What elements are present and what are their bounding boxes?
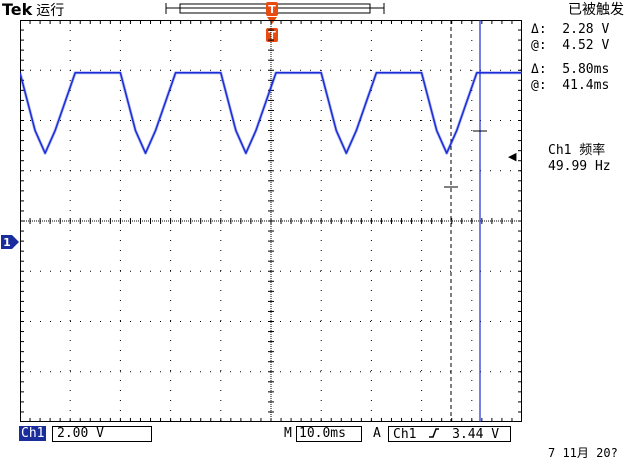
measurement-label: Ch1 频率: [548, 143, 606, 158]
trigger-marker-top-label: T: [268, 3, 276, 16]
channel1-ground-marker[interactable]: 1: [0, 234, 20, 250]
trigger-mode: A: [373, 426, 381, 441]
brand-name: Tek: [2, 0, 33, 19]
trigger-position-marker[interactable]: T T: [264, 0, 282, 44]
time-cursor-position: @: 41.4ms: [531, 78, 610, 93]
acquisition-mode: 运行: [36, 3, 65, 19]
channel1-badge[interactable]: Ch1: [19, 426, 47, 441]
brand-logo: Tek 运行: [2, 0, 64, 21]
time-cursor-delta: Δ: 5.80ms: [531, 62, 610, 77]
waveform-trace: [20, 72, 522, 154]
trigger-status: 已被触发: [568, 2, 624, 18]
timebase-value[interactable]: 10.0ms: [296, 426, 362, 442]
timebase-prefix: M: [284, 426, 292, 441]
waveform-display[interactable]: [20, 20, 522, 422]
date-readout: 7 11月 20?: [548, 446, 618, 460]
trigger-level: 3.44 V: [452, 427, 500, 442]
volts-per-div[interactable]: 2.00 V: [52, 426, 152, 442]
trigger-source: Ch1: [393, 427, 417, 442]
trigger-marker-label: T: [268, 29, 276, 42]
rising-edge-icon: [429, 428, 440, 438]
amplitude-cursor-delta: Δ: 2.28 V: [531, 22, 610, 37]
measurement-value: 49.99 Hz: [548, 159, 611, 174]
measurement-pointer-icon: ◀: [508, 150, 517, 163]
channel1-marker-label: 1: [3, 236, 11, 249]
amplitude-cursor-position: @: 4.52 V: [531, 38, 610, 53]
trigger-settings[interactable]: Ch1 3.44 V: [388, 426, 511, 442]
